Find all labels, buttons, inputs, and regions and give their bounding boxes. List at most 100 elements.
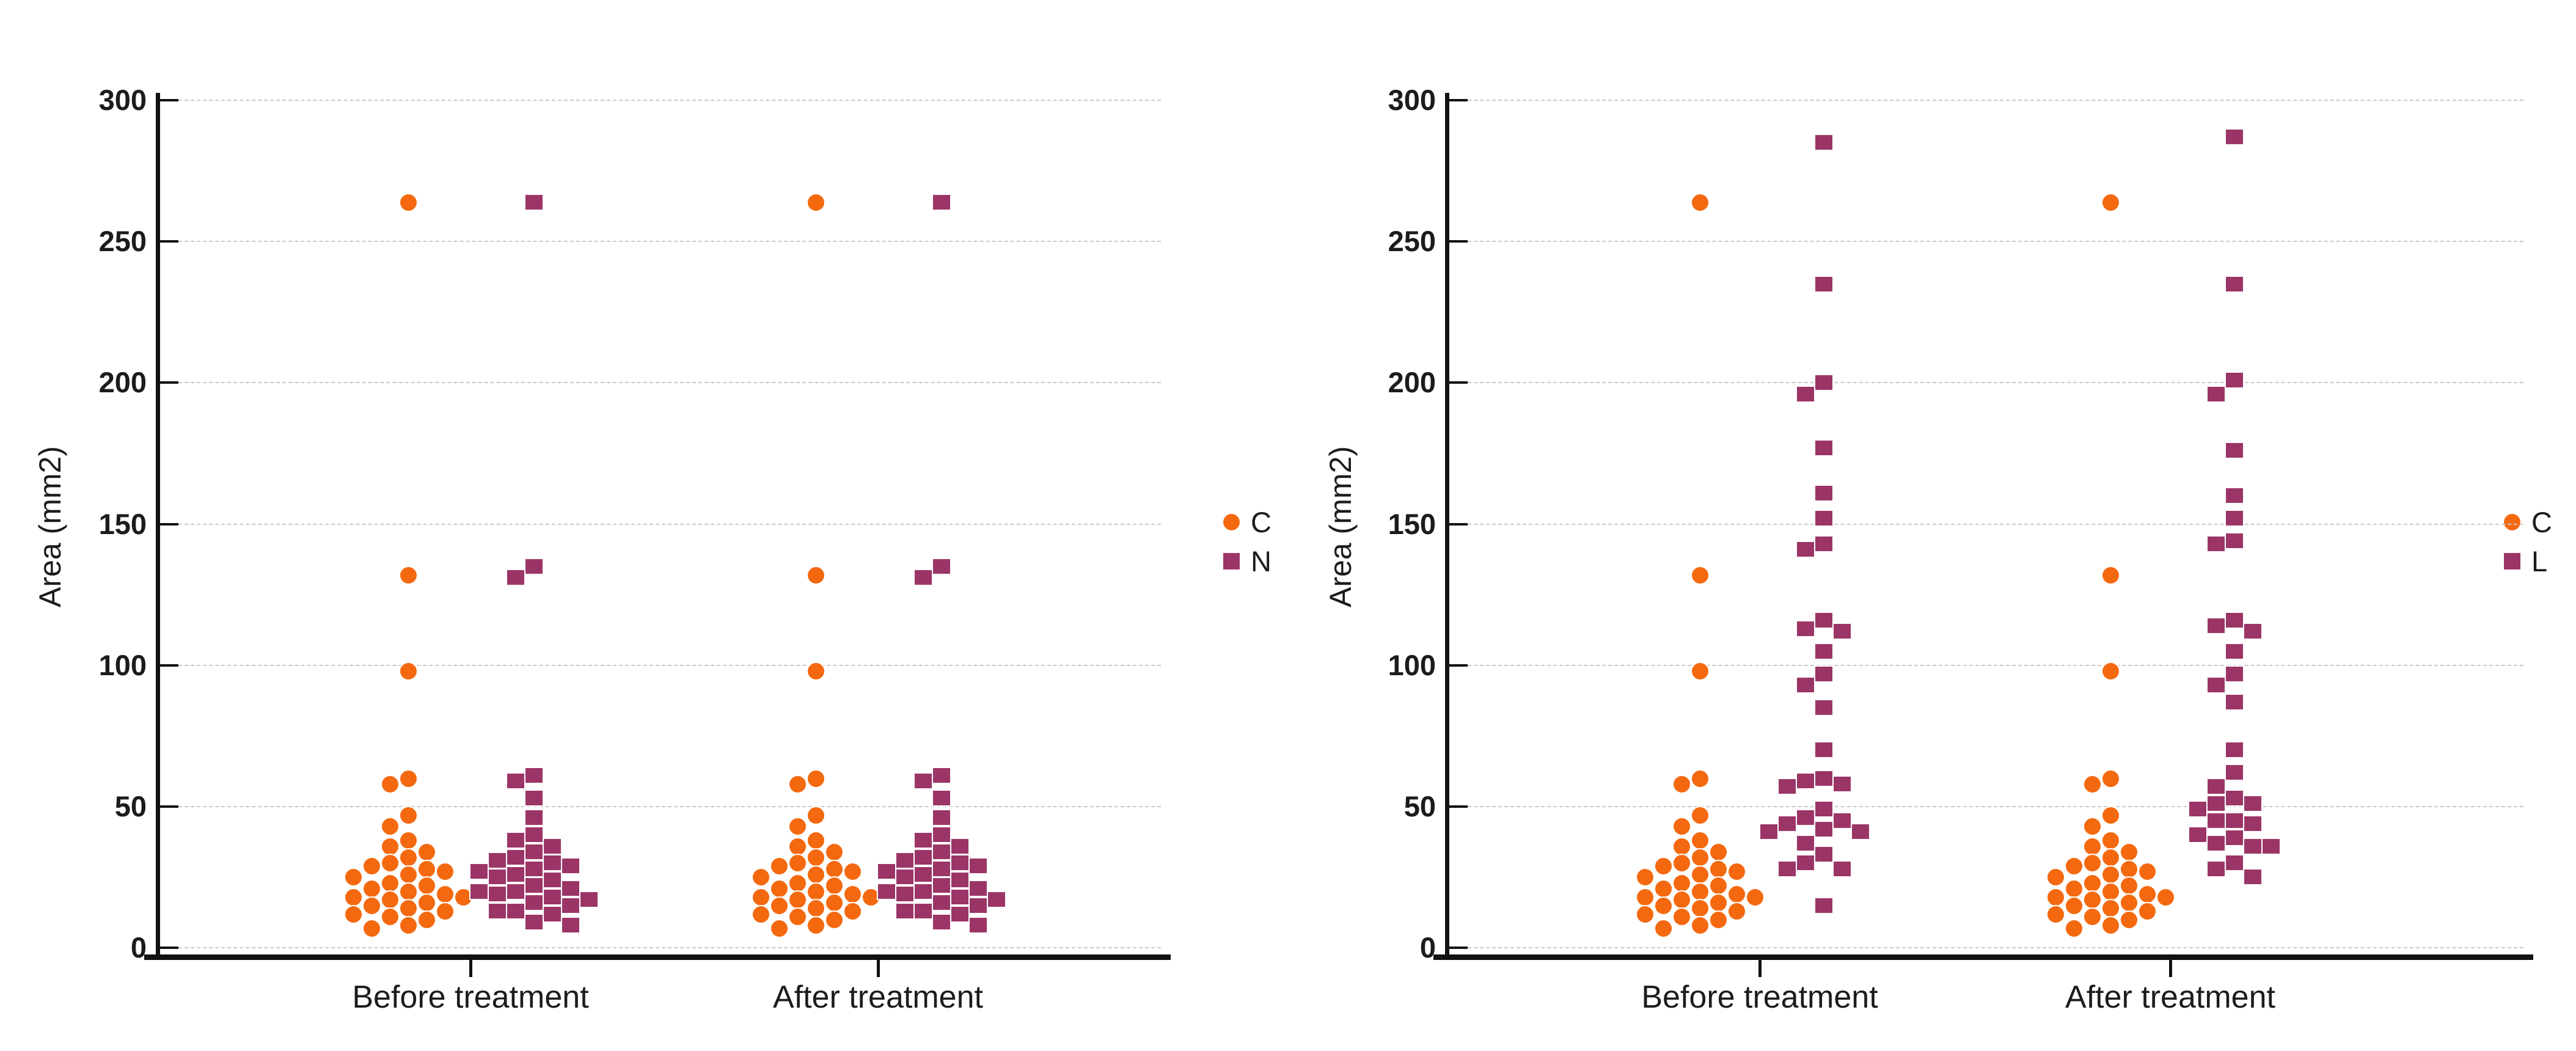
y-tick-mark (160, 381, 178, 384)
gridline-250 (1449, 241, 2523, 243)
data-point-C (788, 817, 807, 837)
gridline-50 (160, 805, 1161, 807)
data-point-N (932, 843, 951, 860)
y-axis-line (1445, 93, 1449, 960)
data-point-N (524, 843, 544, 860)
data-point-L (1777, 778, 1797, 796)
y-tick-mark (1449, 947, 1468, 949)
data-point-C (825, 893, 844, 913)
data-point-N (950, 871, 970, 889)
data-point-L (1796, 385, 1815, 403)
y-tick-label: 150 (98, 507, 147, 540)
data-point-C (825, 876, 844, 896)
x-tick-mark (877, 960, 880, 977)
data-point-C (2138, 901, 2157, 921)
data-point-L (1814, 665, 1834, 683)
data-point-C (1672, 774, 1691, 794)
data-point-L (2225, 487, 2244, 505)
data-point-C (2065, 856, 2084, 876)
data-point-N (506, 849, 525, 866)
data-point-L (2225, 764, 2244, 782)
data-point-L (1814, 374, 1834, 392)
data-point-L (2243, 868, 2263, 886)
data-point-L (1814, 484, 1834, 502)
data-point-C (399, 769, 418, 788)
data-point-N (488, 902, 507, 920)
data-point-C (1691, 805, 1710, 825)
data-point-C (1672, 890, 1691, 910)
data-point-C (1691, 882, 1710, 901)
data-point-C (843, 901, 862, 921)
data-point-N (895, 902, 915, 920)
data-point-L (2188, 826, 2208, 844)
data-point-L (2225, 442, 2244, 460)
data-point-L (2206, 811, 2226, 829)
data-point-C (2101, 805, 2120, 825)
data-point-C (2138, 885, 2157, 904)
y-tick-mark (160, 99, 178, 102)
data-point-C (2101, 899, 2120, 918)
data-point-N (524, 193, 544, 211)
data-point-N (524, 766, 544, 784)
data-point-L (1814, 510, 1834, 527)
data-point-C (1672, 907, 1691, 927)
data-point-L (1796, 772, 1815, 790)
left-scatter-plot: Area (mm2) C N 0 50 100 150 200 250 300 Before … (33, 84, 1272, 1015)
data-point-C (1691, 565, 1710, 585)
data-point-N (932, 809, 951, 827)
data-point-C (752, 868, 770, 887)
legend-circle-marker-icon (1223, 513, 1240, 530)
data-point-N (524, 557, 544, 575)
data-point-C (1672, 873, 1691, 893)
data-point-L (1814, 275, 1834, 293)
data-point-C (417, 842, 436, 862)
data-point-L (1814, 846, 1834, 863)
data-point-L (1796, 809, 1815, 827)
gridline-200 (160, 382, 1161, 384)
y-tick-mark (1449, 381, 1468, 384)
data-point-C (2138, 862, 2157, 882)
data-point-C (344, 904, 363, 924)
data-point-C (2101, 882, 2120, 901)
legend-square-marker-icon (1223, 552, 1240, 569)
data-point-N (543, 837, 562, 855)
data-point-L (2206, 795, 2226, 813)
legend-row: C (1223, 502, 1272, 541)
data-point-N (506, 569, 525, 587)
data-point-L (1777, 860, 1797, 877)
data-point-N (488, 885, 507, 903)
data-point-C (843, 885, 862, 904)
data-point-C (1709, 876, 1728, 896)
data-point-L (2225, 811, 2244, 829)
x-axis-category-label: After treatment (2065, 980, 2275, 1015)
data-point-C (362, 879, 381, 898)
legend-row: C (2504, 502, 2552, 541)
data-point-C (2083, 817, 2102, 837)
data-point-C (807, 661, 825, 681)
data-point-C (436, 862, 455, 882)
data-point-C (2083, 873, 2102, 893)
data-point-N (506, 902, 525, 920)
data-point-L (2225, 665, 2244, 683)
x-axis-line (144, 954, 1171, 960)
data-point-C (399, 661, 418, 681)
data-point-C (1636, 887, 1655, 907)
gridline-100 (1449, 664, 2523, 666)
data-point-C (2083, 907, 2102, 927)
data-point-C (2101, 769, 2120, 788)
y-tick-mark (160, 522, 178, 526)
data-point-N (932, 860, 951, 877)
data-point-C (770, 918, 789, 938)
data-point-L (2225, 741, 2244, 759)
y-tick-mark (160, 805, 178, 808)
data-point-L (1832, 811, 1852, 829)
data-point-L (2225, 128, 2244, 146)
data-point-C (1691, 865, 1710, 884)
y-tick-label: 100 (98, 648, 147, 681)
gridline-150 (1449, 523, 2523, 525)
y-tick-mark (1449, 664, 1468, 667)
data-point-C (1672, 817, 1691, 837)
x-axis-category-label: After treatment (773, 980, 983, 1015)
data-point-C (807, 831, 825, 851)
